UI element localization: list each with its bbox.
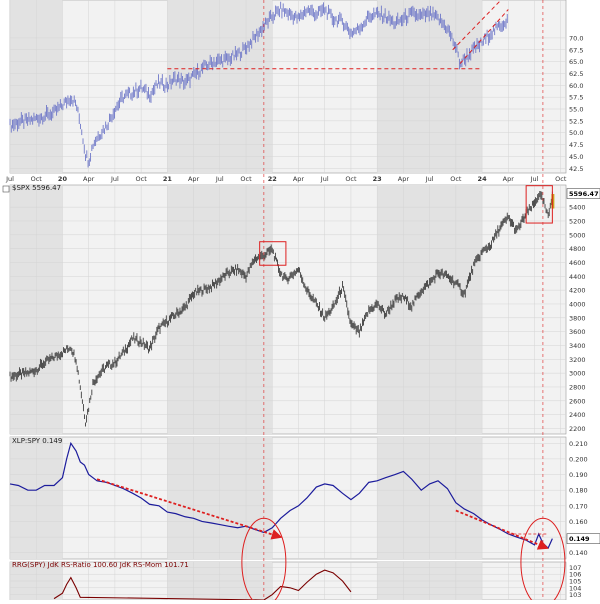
middle-last-value-label: 5596.47 <box>569 190 599 198</box>
rrg-y-tick-label: 106 <box>569 571 581 579</box>
x-tick-label: Jul <box>425 175 434 183</box>
ratio-last-value-label: 0.149 <box>569 535 590 543</box>
x-tick-label: Jul <box>530 175 539 183</box>
middle-y-tick-label: 4600 <box>569 259 586 267</box>
top-y-tick-label: 57.5 <box>569 94 583 102</box>
top-y-tick-label: 45.0 <box>569 153 583 161</box>
middle-y-tick-label: 3000 <box>569 370 586 378</box>
x-tick-label: Apr <box>83 175 95 183</box>
rrg-y-tick-label: 103 <box>569 591 581 599</box>
panel-menu-icon <box>2 185 10 193</box>
top-y-tick-label: 52.5 <box>569 117 583 125</box>
spx-highlight-box-1 <box>259 241 287 266</box>
middle-y-tick-label: 5200 <box>569 217 586 225</box>
middle-y-tick-label: 4200 <box>569 287 586 295</box>
middle-y-tick-label: 5000 <box>569 231 586 239</box>
rrg-y-tick-label: 105 <box>569 578 581 586</box>
ratio-trend-arrow-2 <box>455 509 549 550</box>
ratio-last-value-box <box>566 533 600 544</box>
middle-y-tick-label: 2600 <box>569 397 586 405</box>
top-y-tick-label: 65.0 <box>569 58 583 66</box>
ratio-title: XLP:SPY 0.149 <box>12 437 62 445</box>
ratio-panel <box>9 436 567 560</box>
x-tick-label: Apr <box>293 175 305 183</box>
ratio-y-tick-label: 0.210 <box>569 440 588 448</box>
middle-panel <box>9 184 567 435</box>
ratio-y-tick-label: 0.160 <box>569 518 588 526</box>
rrg-y-tick-label: 104 <box>569 584 581 592</box>
middle-y-tick-label: 2200 <box>569 425 586 433</box>
spx-highlight-box-2 <box>525 185 553 224</box>
top-y-tick-label: 67.5 <box>569 46 583 54</box>
x-tick-label: Oct <box>555 175 567 183</box>
x-tick-label: Apr <box>188 175 200 183</box>
top-y-tick-label: 50.0 <box>569 129 583 137</box>
middle-y-tick-label: 2400 <box>569 411 586 419</box>
top-y-tick-label: 70.0 <box>569 34 583 42</box>
channel-line-upper <box>452 0 502 51</box>
rrg-ratio-line <box>53 569 352 601</box>
x-tick-label: Apr <box>398 175 410 183</box>
channel-line-lower <box>459 9 509 64</box>
x-tick-label: Jul <box>5 175 14 183</box>
x-tick-label: Jul <box>320 175 329 183</box>
top-y-tick-label: 47.5 <box>569 141 583 149</box>
x-tick-label: Oct <box>345 175 357 183</box>
top-y-tick-label: 55.0 <box>569 106 583 114</box>
x-tick-label: 21 <box>163 175 173 183</box>
x-tick-label: Oct <box>240 175 252 183</box>
middle-y-tick-label: 3400 <box>569 342 586 350</box>
rrg-title: RRG(SPY) JdK RS-Ratio 100.60 JdK RS-Mom … <box>12 561 189 569</box>
x-tick-label: Jul <box>110 175 119 183</box>
middle-y-tick-label: 4000 <box>569 300 586 308</box>
ratio-y-tick-label: 0.200 <box>569 455 588 463</box>
rrg-y-tick-label: 107 <box>569 564 581 572</box>
middle-y-tick-label: 3600 <box>569 328 586 336</box>
x-tick-label: 20 <box>58 175 68 183</box>
x-tick-label: Jul <box>215 175 224 183</box>
xlp-spy-ratio-line <box>9 441 553 550</box>
x-tick-label: Apr <box>503 175 515 183</box>
ratio-y-tick-label: 0.190 <box>569 471 588 479</box>
x-tick-label: Oct <box>31 175 43 183</box>
middle-last-value-box <box>566 188 600 199</box>
middle-y-tick-label: 2800 <box>569 383 586 391</box>
ratio-y-tick-label: 0.180 <box>569 487 588 495</box>
middle-y-tick-label: 4400 <box>569 273 586 281</box>
spx-title: $SPX 5596.47 <box>12 184 61 192</box>
middle-y-tick-label: 5400 <box>569 204 586 212</box>
x-tick-label: Oct <box>450 175 462 183</box>
x-tick-label: Oct <box>136 175 148 183</box>
x-tick-label: 23 <box>373 175 382 183</box>
top-y-tick-label: 42.5 <box>569 165 583 173</box>
middle-y-tick-label: 3800 <box>569 314 586 322</box>
top-y-tick-label: 62.5 <box>569 70 583 78</box>
x-tick-label: 22 <box>268 175 277 183</box>
x-tick-label: 24 <box>478 175 488 183</box>
ratio-y-tick-label: 0.140 <box>569 549 588 557</box>
middle-y-tick-label: 4800 <box>569 245 586 253</box>
ratio-y-tick-label: 0.170 <box>569 502 588 510</box>
top-y-tick-label: 60.0 <box>569 82 583 90</box>
middle-y-tick-label: 3200 <box>569 356 586 364</box>
